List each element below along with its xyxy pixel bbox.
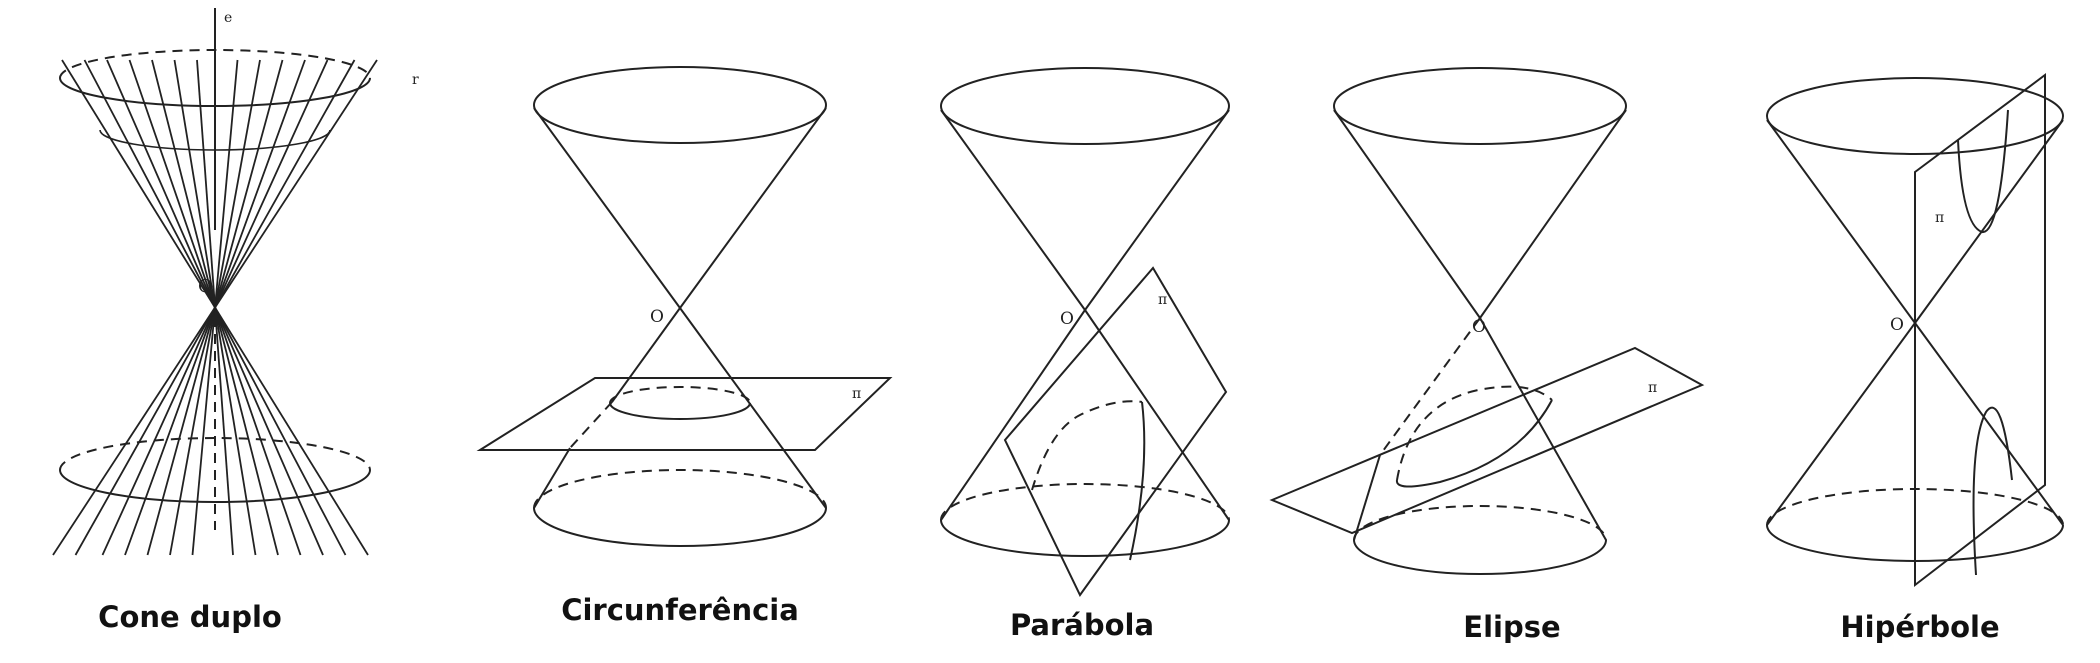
caption-elipse: Elipse: [1463, 610, 1561, 644]
figure-circunferencia: O π Circunferência: [460, 0, 900, 663]
section-ellipse-front: [1396, 399, 1553, 488]
cone-bottom-ellipse-back: [940, 483, 1230, 521]
vertex-label: O: [1472, 317, 1486, 337]
cone-top-ellipse: [940, 67, 1230, 145]
parabola-curve-hidden: [1031, 400, 1143, 491]
cone-edge-left-upper: [1766, 119, 1916, 324]
bottom-ellipse-front: [59, 469, 371, 503]
vertex-label: O: [198, 276, 213, 297]
ellipse-section-diagram: O π: [1269, 67, 1705, 575]
parabola-curve: [1129, 401, 1146, 561]
cone-edge-left-lower-hidden: [1379, 317, 1481, 456]
vertex-label: O: [650, 307, 664, 327]
cone-bottom-ellipse-front: [1353, 539, 1607, 575]
vertex-label: O: [1060, 309, 1074, 329]
cone-edge-right-lower: [679, 307, 827, 509]
cone-edge-left-lower: [1766, 322, 1916, 526]
cutting-plane: [1269, 346, 1705, 535]
caption-parabola: Parábola: [1009, 608, 1155, 642]
caption-circunferencia: Circunferência: [561, 593, 799, 627]
figure-cone-duplo: O e r Cone duplo: [0, 0, 420, 663]
figure-elipse: O π Elipse: [1260, 0, 1720, 663]
hyperbola-section-diagram: O π: [1766, 73, 2064, 588]
cone-bottom-ellipse-front: [533, 507, 827, 547]
cone-edge-left-upper: [940, 109, 1086, 311]
cone-edge-left-upper: [533, 107, 681, 309]
top-ellipse-front: [59, 77, 371, 107]
generatrix-lines: [52, 59, 378, 556]
plane-label: π: [852, 386, 861, 402]
figure-hiperbole: O π Hipérbole: [1730, 0, 2100, 663]
cone-edge-right-upper: [1084, 109, 1230, 311]
cone-edge-left-upper: [1333, 109, 1481, 319]
cone-edge-right-upper: [1479, 109, 1627, 319]
cutting-plane: [1914, 73, 2046, 588]
cone-bottom-ellipse-front: [940, 519, 1230, 557]
bottom-ellipse-back: [59, 437, 371, 471]
cone-edge-left-lower-1: [611, 307, 681, 403]
figure-parabola: O π Parábola: [930, 0, 1260, 663]
axis-label: e: [224, 10, 232, 26]
cone-bottom-ellipse-back: [533, 469, 827, 509]
cone-edge-left-lower: [940, 309, 1086, 521]
double-cone-diagram: O e r: [52, 8, 419, 556]
plane-label: π: [1158, 292, 1167, 308]
cone-edge-right-upper: [1914, 119, 2064, 324]
caption-cone-duplo: Cone duplo: [98, 600, 282, 634]
circle-section-diagram: O π: [476, 66, 893, 547]
cone-edge-left-lower: [1353, 454, 1381, 541]
cone-edge-right-lower: [1914, 322, 2064, 526]
cone-edge-right-lower: [1479, 317, 1607, 541]
cone-top-ellipse: [1766, 77, 2064, 155]
top-ellipse-back: [59, 49, 371, 79]
parabola-section-diagram: O π: [940, 67, 1230, 597]
caption-hiperbole: Hipérbole: [1840, 610, 2000, 644]
cone-bottom-ellipse-back: [1353, 505, 1607, 541]
plane-label: π: [1648, 380, 1657, 396]
hyperbola-branch-lower: [1972, 406, 2013, 576]
generatrix-label: r: [412, 72, 419, 88]
vertex-label: O: [1890, 315, 1904, 335]
plane-label: π: [1935, 210, 1944, 226]
upper-section-ellipse: [99, 129, 331, 151]
section-circle-back: [609, 386, 751, 404]
cone-edge-left-lower-hidden: [569, 401, 613, 449]
cone-top-ellipse: [1333, 67, 1627, 145]
cone-edge-right-lower: [1084, 309, 1230, 521]
generatrix-line: [52, 59, 378, 556]
hyperbola-branch-upper: [1957, 109, 2009, 233]
cutting-plane: [1003, 266, 1228, 597]
cone-edge-right-upper: [679, 107, 827, 309]
section-ellipse-back: [1396, 385, 1553, 481]
cutting-plane: [476, 377, 893, 451]
cone-top-ellipse: [533, 66, 827, 144]
cone-edge-left-lower-2: [533, 447, 571, 509]
section-circle-front: [609, 402, 751, 420]
